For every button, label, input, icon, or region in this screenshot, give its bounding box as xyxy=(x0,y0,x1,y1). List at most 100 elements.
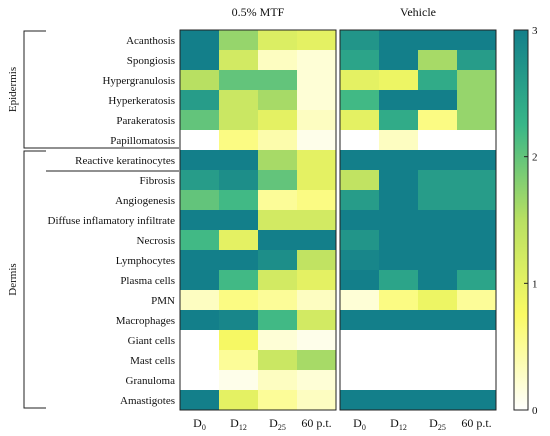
panel-frame xyxy=(179,29,337,411)
heatmap-cell xyxy=(297,330,337,351)
heatmap-cell xyxy=(219,110,259,131)
heatmap-cell xyxy=(258,90,298,111)
heatmap-cell xyxy=(180,30,220,51)
heatmap-cell xyxy=(340,250,380,271)
heatmap-cell xyxy=(379,230,419,251)
heatmap-cell xyxy=(340,330,380,351)
heatmap-cell xyxy=(340,30,380,51)
row-label: Amastigotes xyxy=(120,395,175,407)
heatmap-cell xyxy=(340,210,380,231)
heatmap-cell xyxy=(457,310,497,331)
heatmap-cell xyxy=(297,370,337,391)
row-label: Plasma cells xyxy=(120,275,175,287)
heatmap-cell xyxy=(457,70,497,91)
heatmap-cell xyxy=(418,190,458,211)
heatmap-cell xyxy=(379,30,419,51)
row-label: Papillomatosis xyxy=(110,135,175,147)
heatmap-cell xyxy=(258,290,298,311)
heatmap-cell xyxy=(297,130,337,151)
heatmap-cell xyxy=(297,210,337,231)
heatmap-cell xyxy=(379,310,419,331)
heatmap-cell xyxy=(219,390,259,411)
heatmap-cell xyxy=(258,270,298,291)
heatmap-cell xyxy=(418,70,458,91)
heatmap-cell xyxy=(258,30,298,51)
heatmap-cell xyxy=(340,310,380,331)
heatmap-cell xyxy=(180,210,220,231)
heatmap-cell xyxy=(219,30,259,51)
row-label: Reactive keratinocytes xyxy=(75,155,175,167)
row-label: Lymphocytes xyxy=(116,255,175,267)
heatmap-cell xyxy=(418,90,458,111)
row-label: Parakeratosis xyxy=(116,115,175,127)
heatmap-cell xyxy=(297,90,337,111)
heatmap-cell xyxy=(297,30,337,51)
x-tick-label: D12 xyxy=(230,416,247,432)
heatmap-cell xyxy=(180,390,220,411)
heatmap-cell xyxy=(418,210,458,231)
row-label: Fibrosis xyxy=(140,175,175,187)
heatmap-cell xyxy=(297,170,337,191)
heatmap-cell xyxy=(379,90,419,111)
x-tick-label: D0 xyxy=(193,416,206,432)
heatmap-cell xyxy=(180,110,220,131)
heatmap-cell xyxy=(418,370,458,391)
heatmap-cell xyxy=(219,130,259,151)
heatmap-cell xyxy=(180,90,220,111)
x-tick-label: 60 p.t. xyxy=(301,416,331,430)
heatmap-cell xyxy=(258,210,298,231)
heatmap-cell xyxy=(180,170,220,191)
heatmap-cell xyxy=(418,330,458,351)
group-bracket xyxy=(23,150,46,409)
x-tick-label: D12 xyxy=(390,416,407,432)
heatmap-cell xyxy=(180,250,220,271)
heatmap-cell xyxy=(379,70,419,91)
heatmap-cell xyxy=(297,250,337,271)
heatmap-cell xyxy=(457,90,497,111)
x-tick-label: D25 xyxy=(269,416,286,432)
heatmap-cell xyxy=(258,390,298,411)
heatmap-cell xyxy=(379,170,419,191)
heatmap-cell xyxy=(457,110,497,131)
heatmap-cell xyxy=(219,90,259,111)
heatmap-cell xyxy=(418,150,458,171)
row-label: Hyperkeratosis xyxy=(108,95,175,107)
heatmap-cell xyxy=(340,70,380,91)
heatmap-cell xyxy=(297,310,337,331)
heatmap-cell xyxy=(258,110,298,131)
heatmap-cell xyxy=(418,250,458,271)
heatmap-cell xyxy=(219,370,259,391)
heatmap-cell xyxy=(180,270,220,291)
heatmap-cell xyxy=(297,390,337,411)
heatmap-cell xyxy=(340,370,380,391)
heatmap-cell xyxy=(340,270,380,291)
heatmap-cell xyxy=(258,50,298,71)
heatmap-cell xyxy=(418,350,458,371)
heatmap-cell xyxy=(418,110,458,131)
heatmap-cell xyxy=(258,350,298,371)
heatmap-cell xyxy=(379,370,419,391)
heatmap-cell xyxy=(379,390,419,411)
heatmap-cell xyxy=(219,50,259,71)
heatmap-cell xyxy=(219,210,259,231)
heatmap-cell xyxy=(180,70,220,91)
heatmap-cell xyxy=(379,210,419,231)
heatmap-cell xyxy=(379,110,419,131)
heatmap-cell xyxy=(258,330,298,351)
heatmap-cell xyxy=(297,350,337,371)
colorbar xyxy=(513,29,529,411)
heatmap-cell xyxy=(297,150,337,171)
heatmap-cell xyxy=(418,30,458,51)
heatmap-cell xyxy=(297,110,337,131)
heatmap-cell xyxy=(340,230,380,251)
heatmap-cell xyxy=(457,390,497,411)
heatmap-cell xyxy=(379,150,419,171)
group-bracket xyxy=(23,30,46,149)
group-label: Epidermis xyxy=(7,67,19,112)
heatmap-cell xyxy=(219,350,259,371)
heatmap-cell xyxy=(219,270,259,291)
heatmap-cell xyxy=(457,150,497,171)
panel-title: 0.5% MTF xyxy=(232,5,285,19)
heatmap-cell xyxy=(457,330,497,351)
